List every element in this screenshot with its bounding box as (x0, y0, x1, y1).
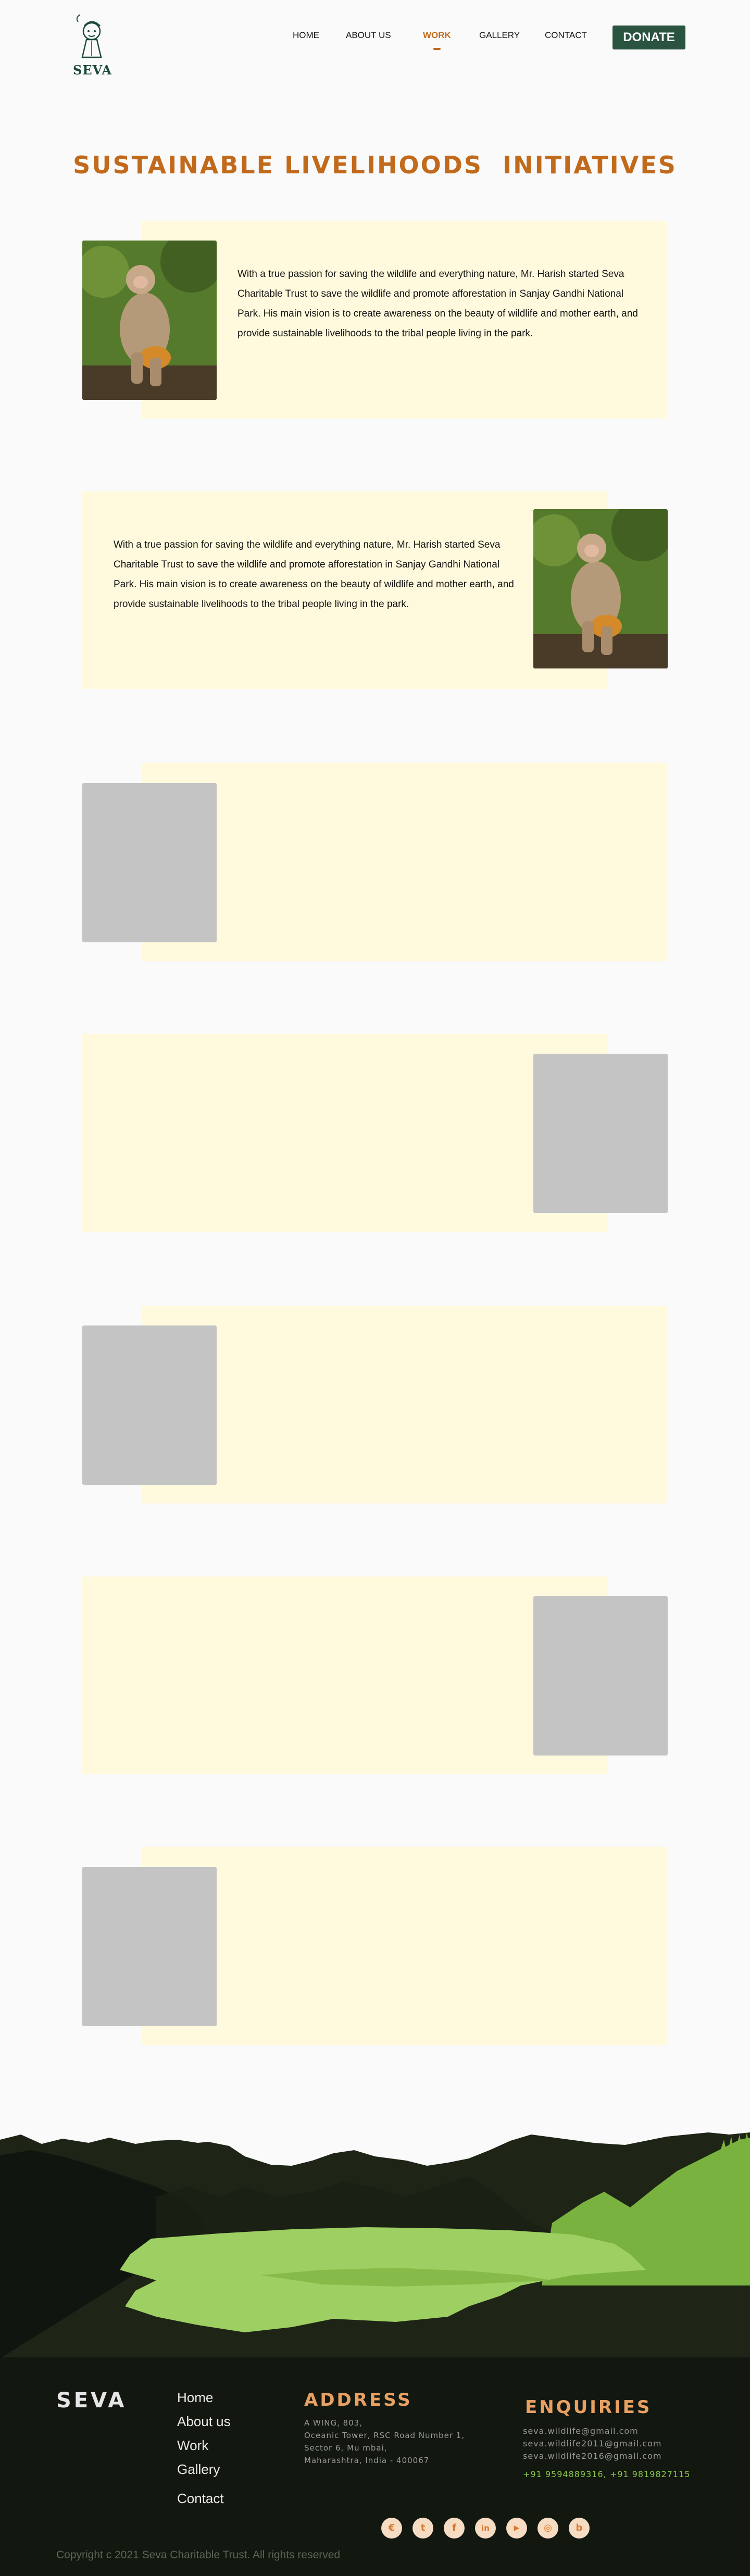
image-placeholder-7 (82, 1867, 217, 2026)
copyright-text: Copyright c 2021 Seva Charitable Trust. … (56, 2549, 341, 2561)
image-placeholder-5 (82, 1325, 217, 1485)
email-link[interactable]: seva.wildlife@gmail.com (523, 2426, 639, 2436)
monkey-photo-1 (82, 241, 217, 400)
main-nav: HOME ABOUT US WORK GALLERY CONTACT (0, 30, 750, 50)
monkey-photo-2 (533, 509, 668, 668)
nav-contact[interactable]: CONTACT (545, 30, 587, 40)
section-text-2: With a true passion for saving the wildl… (114, 539, 514, 610)
phone-numbers: +91 9594889316, +91 9819827115 (523, 2469, 691, 2479)
section-panel-5 (142, 1306, 667, 1504)
custom-brand-icon[interactable]: € (381, 2518, 402, 2539)
section-panel-4 (82, 1034, 608, 1232)
footer-link-gallery[interactable]: Gallery (177, 2461, 220, 2477)
address-line: Maharashtra, India - 400067 (304, 2456, 430, 2465)
email-link[interactable]: seva.wildlife2011@gmail.com (523, 2439, 662, 2448)
nav-home[interactable]: HOME (293, 30, 319, 40)
blog-icon[interactable]: b (569, 2518, 590, 2539)
footer-link-work[interactable]: Work (177, 2438, 209, 2453)
footer-link-about-us[interactable]: About us (177, 2414, 231, 2429)
email-link[interactable]: seva.wildlife2016@gmail.com (523, 2451, 662, 2461)
section-panel-7 (142, 1847, 667, 2045)
address-heading: ADDRESS (304, 2390, 413, 2410)
seva-logo-mark-icon (76, 14, 102, 58)
forest-landscape-illustration (0, 2132, 750, 2358)
enquiries-heading: ENQUIRIES (525, 2397, 652, 2418)
section-panel-3 (142, 763, 667, 961)
address-line: Oceanic Tower, RSC Road Number 1, (304, 2431, 465, 2440)
monkey-image-icon (533, 509, 668, 668)
monkey-image-icon (82, 241, 217, 400)
image-placeholder-6 (533, 1596, 668, 1756)
donate-button[interactable]: DONATE (612, 26, 685, 49)
footer-link-contact[interactable]: Contact (177, 2491, 224, 2506)
address-line: A WING, 803, (304, 2418, 363, 2428)
nav-gallery[interactable]: GALLERY (479, 30, 520, 40)
linkedin-icon[interactable]: in (475, 2518, 496, 2539)
address-block: A WING, 803, Oceanic Tower, RSC Road Num… (304, 2417, 465, 2467)
nav-work[interactable]: WORK (423, 30, 451, 40)
page-title: SUSTAINABLE LIVELIHOODS INITIATIVES (73, 151, 677, 179)
site-footer: SEVA Home About us Work Gallery Contact … (0, 2357, 750, 2576)
section-text-1: With a true passion for saving the wildl… (238, 269, 638, 339)
footer-brand: SEVA (56, 2389, 127, 2413)
nav-about-us[interactable]: ABOUT US (346, 30, 391, 40)
logo-text: SEVA (73, 62, 113, 78)
image-placeholder-3 (82, 783, 217, 942)
footer-link-home[interactable]: Home (177, 2390, 214, 2405)
youtube-icon[interactable]: ▶ (506, 2518, 527, 2539)
instagram-icon[interactable]: ◎ (538, 2518, 558, 2539)
section-panel-6 (82, 1576, 608, 1774)
twitter-icon[interactable]: t (413, 2518, 433, 2539)
site-logo[interactable]: SEVA (71, 10, 113, 78)
section-panel-2 (82, 491, 608, 689)
facebook-icon[interactable]: f (444, 2518, 465, 2539)
address-line: Sector 6, Mu mbai, (304, 2443, 388, 2453)
section-panel-1 (142, 221, 667, 419)
image-placeholder-4 (533, 1054, 668, 1213)
nav-active-indicator (433, 48, 441, 50)
